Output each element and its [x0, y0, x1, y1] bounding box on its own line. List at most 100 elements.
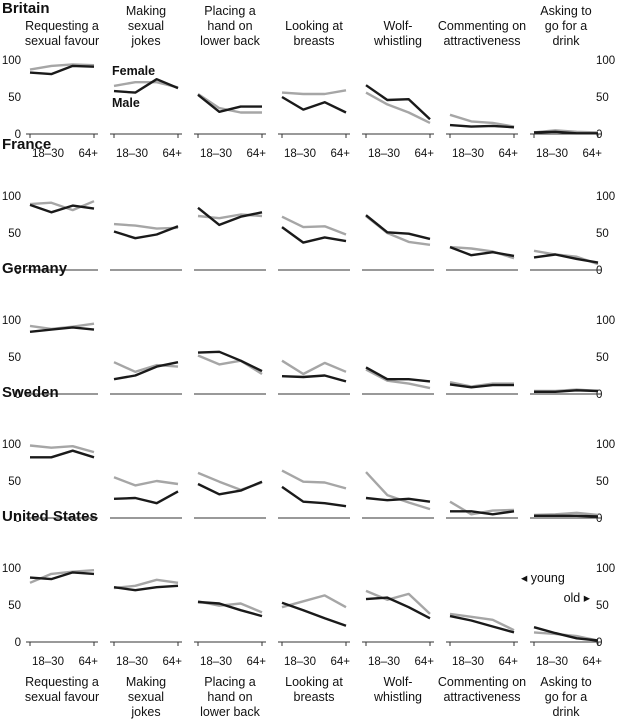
column-label-bottom: sexual [128, 690, 164, 704]
y-tick-label-right: 0 [596, 129, 602, 141]
column-label-top: Commenting on [438, 19, 526, 33]
series-line-male [29, 203, 95, 214]
series-line-male [113, 490, 179, 505]
series-line-male [449, 614, 515, 634]
legend-female: Female [112, 64, 155, 78]
country-title: Germany [2, 260, 68, 277]
series-line-male [534, 514, 599, 518]
column-label-top: Wolf- [384, 19, 413, 33]
series-line-male [533, 130, 598, 135]
x-tick-label: 18–30 [116, 148, 148, 160]
series-line-male [113, 225, 179, 240]
series-line-male [534, 389, 599, 393]
series-line-male [30, 449, 95, 459]
y-tick-label-right: 0 [596, 265, 602, 277]
y-tick-label-right: 100 [596, 439, 615, 451]
x-tick-label: 64+ [414, 656, 434, 668]
series-line-male [29, 571, 95, 581]
column-label-bottom: Wolf- [384, 675, 413, 689]
x-tick-label: 64+ [78, 148, 98, 160]
column-label-bottom: Asking to [540, 675, 591, 689]
x-tick-label: 64+ [78, 656, 98, 668]
column-label-bottom: breasts [294, 690, 335, 704]
x-tick-label: 64+ [498, 656, 518, 668]
column-label-top: jokes [130, 34, 160, 48]
y-tick-label-right: 0 [596, 637, 602, 649]
series-line-female [29, 444, 95, 454]
series-line-female [365, 91, 431, 124]
series-line-female [281, 359, 347, 376]
column-label-bottom: whistling [373, 690, 422, 704]
age-label-old: old ▸ [564, 591, 591, 605]
column-label-top: hand on [207, 19, 252, 33]
y-tick-label-right: 50 [596, 476, 609, 488]
series-line-female [449, 612, 515, 632]
column-label-bottom: sexual favour [25, 690, 99, 704]
y-tick-label-right: 100 [596, 191, 615, 203]
column-label-bottom: Placing a [204, 675, 255, 689]
x-tick-label: 64+ [582, 656, 602, 668]
column-label-bottom: drink [552, 705, 580, 719]
y-tick-label-left: 0 [15, 637, 21, 649]
y-tick-label-right: 100 [596, 55, 615, 67]
series-line-male [197, 480, 263, 496]
series-line-male [281, 226, 347, 244]
column-label-top: go for a [545, 19, 587, 33]
column-label-top: Making [126, 4, 166, 18]
column-label-bottom: go for a [545, 690, 587, 704]
column-label-top: drink [552, 34, 580, 48]
series-line-female [113, 578, 179, 590]
series-line-male [365, 366, 431, 383]
series-line-female [449, 113, 515, 128]
series-line-male [113, 584, 179, 592]
series-line-female [365, 589, 431, 615]
column-label-top: Placing a [204, 4, 255, 18]
series-line-male [449, 383, 514, 389]
country-title: Britain [2, 0, 50, 17]
x-tick-label: 64+ [162, 656, 182, 668]
series-line-male [365, 84, 431, 121]
series-line-male [533, 626, 599, 642]
column-label-bottom: Looking at [285, 675, 343, 689]
country-title: France [2, 136, 51, 153]
column-label-bottom: Making [126, 675, 166, 689]
column-label-bottom: Requesting a [25, 675, 99, 689]
series-line-male [449, 245, 515, 258]
y-tick-label-right: 50 [596, 228, 609, 240]
series-line-male [29, 326, 95, 333]
x-tick-label: 64+ [246, 656, 266, 668]
x-tick-label: 64+ [162, 148, 182, 160]
y-tick-label-left: 100 [2, 439, 21, 451]
x-tick-label: 18–30 [32, 148, 64, 160]
column-label-top: whistling [373, 34, 422, 48]
x-tick-label: 18–30 [284, 148, 316, 160]
y-tick-label-left: 100 [2, 315, 21, 327]
series-line-female [113, 222, 179, 230]
column-label-top: Requesting a [25, 19, 99, 33]
column-label-top: breasts [294, 34, 335, 48]
y-tick-label-right: 0 [596, 513, 602, 525]
x-tick-label: 18–30 [368, 148, 400, 160]
y-tick-label-right: 0 [596, 389, 602, 401]
series-line-male [113, 77, 179, 94]
series-line-female [197, 354, 263, 376]
series-line-male [450, 510, 515, 516]
y-tick-label-right: 50 [596, 92, 609, 104]
y-tick-label-right: 100 [596, 315, 615, 327]
age-label-young: ◂ young [521, 571, 565, 585]
x-tick-label: 64+ [330, 656, 350, 668]
series-line-male [365, 496, 431, 503]
x-tick-label: 64+ [582, 148, 602, 160]
series-line-female [29, 63, 95, 71]
y-tick-label-left: 50 [8, 228, 21, 240]
x-tick-label: 18–30 [452, 656, 484, 668]
y-tick-label-left: 100 [2, 55, 21, 67]
x-tick-label: 18–30 [452, 148, 484, 160]
y-tick-label-left: 50 [8, 92, 21, 104]
series-line-female [281, 215, 347, 236]
column-label-bottom: hand on [207, 690, 252, 704]
x-tick-label: 18–30 [368, 656, 400, 668]
series-line-male [365, 214, 431, 241]
country-title: United States [2, 508, 98, 525]
x-tick-label: 18–30 [284, 656, 316, 668]
